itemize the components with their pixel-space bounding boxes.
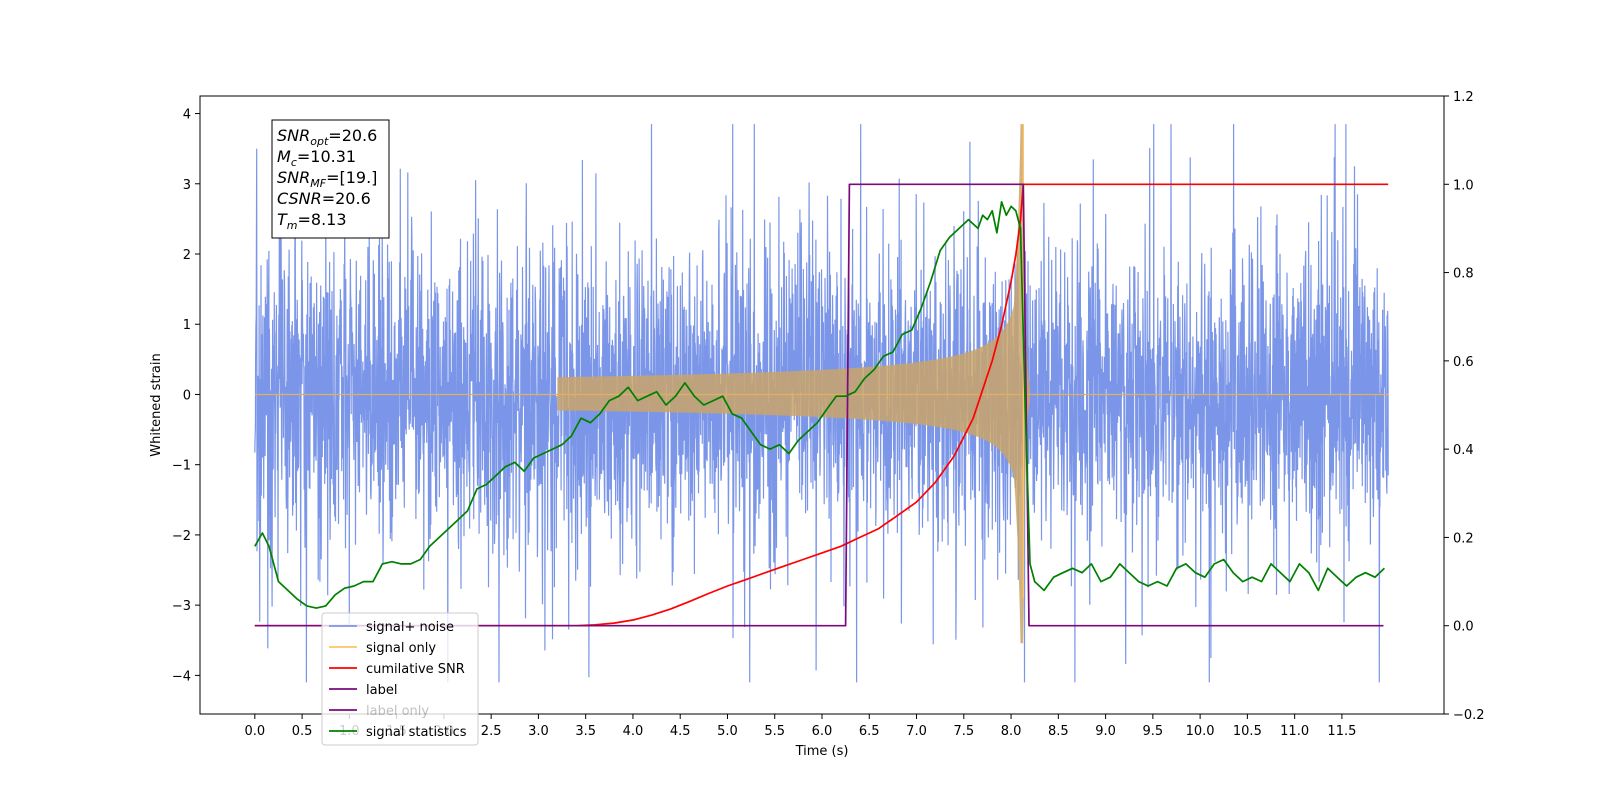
legend-entry-signal-only: signal only bbox=[366, 641, 436, 656]
x-tick-label: 11.5 bbox=[1327, 724, 1356, 739]
x-tick-label: 5.5 bbox=[764, 724, 785, 739]
legend-entry-label: label bbox=[366, 683, 397, 698]
series-signal-statistics bbox=[254, 201, 1385, 609]
y-tick-label: 4 bbox=[183, 108, 191, 123]
x-tick-label: 6.5 bbox=[859, 724, 880, 739]
x-tick-label: 9.0 bbox=[1095, 724, 1116, 739]
x-tick-label: 0.5 bbox=[292, 724, 313, 739]
info-line: Tm=8.13 bbox=[277, 210, 347, 232]
legend-entry-cumilative-snr: cumilative SNR bbox=[366, 662, 465, 677]
y-tick-label: 2 bbox=[183, 248, 191, 263]
x-tick-label: 6.0 bbox=[812, 724, 833, 739]
x-tick-label: 0.0 bbox=[244, 724, 265, 739]
info-line: SNRopt=20.6 bbox=[277, 126, 377, 148]
legend-entry-label-only: label only bbox=[366, 704, 429, 719]
x-tick-label: 5.0 bbox=[717, 724, 738, 739]
y-axis-left: −4 −3 −2 −1 0 1 2 3 4 bbox=[172, 108, 200, 684]
series-signal-only-envelope bbox=[557, 124, 1030, 644]
y2-tick-label: 0.8 bbox=[1453, 267, 1474, 282]
legend-entry-signal-statistics: signal statistics bbox=[366, 725, 467, 740]
x-tick-label: 2.5 bbox=[481, 724, 502, 739]
x-tick-label: 8.5 bbox=[1048, 724, 1069, 739]
y-tick-label: 1 bbox=[183, 318, 191, 333]
y2-tick-label: 1.2 bbox=[1453, 90, 1474, 105]
y-tick-label: 3 bbox=[183, 178, 191, 193]
x-axis-label: Time (s) bbox=[795, 744, 849, 759]
y-tick-label: −4 bbox=[172, 669, 191, 684]
series-signal-noise bbox=[254, 124, 1389, 683]
x-tick-label: 10.0 bbox=[1186, 724, 1215, 739]
x-tick-label: 11.0 bbox=[1280, 724, 1309, 739]
series-cumilative-snr bbox=[254, 183, 1389, 627]
y-tick-label: −3 bbox=[172, 599, 191, 614]
y2-tick-label: −0.2 bbox=[1453, 708, 1485, 723]
y-axis-right: −0.2 0.0 0.2 0.4 0.6 0.8 1.0 1.2 bbox=[1444, 90, 1485, 723]
x-tick-label: 8.0 bbox=[1001, 724, 1022, 739]
x-tick-label: 4.5 bbox=[670, 724, 691, 739]
y2-tick-label: 0.2 bbox=[1453, 531, 1474, 546]
x-tick-label: 3.5 bbox=[575, 724, 596, 739]
x-tick-label: 3.0 bbox=[528, 724, 549, 739]
info-line: Mc=10.31 bbox=[277, 147, 356, 169]
x-tick-label: 7.0 bbox=[906, 724, 927, 739]
x-tick-label: 10.5 bbox=[1233, 724, 1262, 739]
legend-entry-signal-noise: signal+ noise bbox=[366, 620, 454, 635]
y-tick-label: 0 bbox=[183, 388, 191, 403]
y-axis-label: Whitened strain bbox=[149, 353, 164, 456]
info-line: CSNR=20.6 bbox=[277, 189, 371, 208]
series-label bbox=[254, 183, 1384, 627]
y2-tick-label: 0.0 bbox=[1453, 620, 1474, 635]
x-tick-label: 9.5 bbox=[1143, 724, 1164, 739]
legend-frame bbox=[321, 612, 479, 746]
x-tick-label: 7.5 bbox=[953, 724, 974, 739]
y-tick-label: −1 bbox=[172, 459, 191, 474]
y2-tick-label: 0.4 bbox=[1453, 443, 1474, 458]
y-tick-label: −2 bbox=[172, 529, 191, 544]
x-tick-label: 4.0 bbox=[623, 724, 644, 739]
series-layer bbox=[254, 124, 1389, 683]
info-line: SNRMF=[19.] bbox=[277, 168, 377, 190]
info-box-frame bbox=[271, 119, 390, 239]
legend: signal+ noise signal only cumilative SNR la… bbox=[321, 612, 479, 746]
y2-tick-label: 0.6 bbox=[1453, 355, 1474, 370]
y2-tick-label: 1.0 bbox=[1453, 178, 1474, 193]
